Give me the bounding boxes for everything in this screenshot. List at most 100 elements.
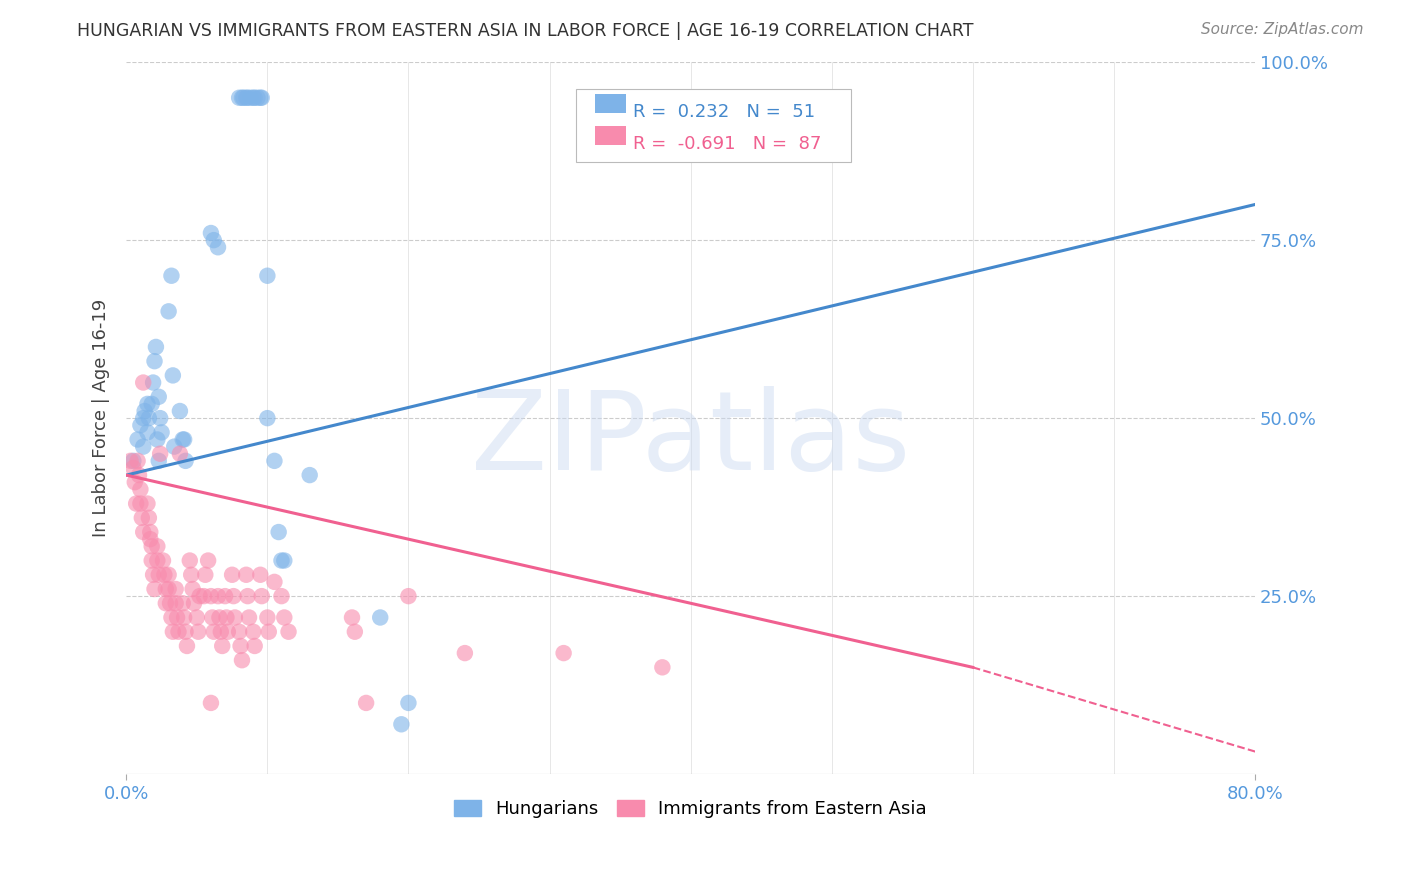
Point [273, 553, 295, 567]
Point [267, 524, 290, 539]
Point [127, 454, 149, 468]
Point [124, 475, 146, 490]
Point [155, 582, 177, 596]
Point [136, 425, 159, 440]
Point [221, 567, 243, 582]
Point [157, 582, 180, 596]
Point [236, 91, 259, 105]
Point [162, 624, 184, 639]
Point [249, 91, 271, 105]
Point [132, 524, 155, 539]
Point [134, 404, 156, 418]
Point [152, 553, 174, 567]
Point [222, 589, 245, 603]
Point [239, 91, 262, 105]
Point [243, 639, 266, 653]
Point [214, 589, 236, 603]
Point [181, 582, 204, 596]
Point [201, 610, 224, 624]
Point [163, 440, 186, 454]
Point [172, 433, 194, 447]
Point [368, 610, 391, 624]
Point [207, 240, 229, 254]
Point [187, 624, 209, 639]
Point [277, 624, 299, 639]
Point [208, 610, 231, 624]
Point [343, 624, 366, 639]
Point [141, 397, 163, 411]
Point [270, 589, 292, 603]
Point [256, 268, 278, 283]
Point [153, 567, 176, 582]
Point [160, 610, 183, 624]
Point [159, 596, 181, 610]
Point [235, 567, 257, 582]
Legend: Hungarians, Immigrants from Eastern Asia: Hungarians, Immigrants from Eastern Asia [447, 793, 935, 826]
Point [454, 646, 477, 660]
Point [232, 91, 254, 105]
Point [146, 539, 169, 553]
Point [231, 91, 253, 105]
Point [148, 390, 170, 404]
Text: R =  -0.691   N =  87: R = -0.691 N = 87 [633, 135, 821, 153]
Point [651, 91, 673, 105]
Point [148, 454, 170, 468]
Point [207, 589, 229, 603]
Text: Source: ZipAtlas.com: Source: ZipAtlas.com [1201, 22, 1364, 37]
Point [157, 304, 180, 318]
Point [180, 567, 202, 582]
Point [270, 553, 292, 567]
Point [165, 582, 187, 596]
Point [142, 376, 165, 390]
Point [166, 610, 188, 624]
Point [257, 624, 280, 639]
Point [167, 624, 190, 639]
Point [209, 624, 232, 639]
Point [128, 468, 150, 483]
Point [238, 610, 260, 624]
Y-axis label: In Labor Force | Age 16-19: In Labor Force | Age 16-19 [93, 299, 110, 537]
Point [398, 696, 420, 710]
Point [186, 610, 208, 624]
Point [132, 376, 155, 390]
Point [228, 624, 250, 639]
Point [229, 639, 252, 653]
Point [256, 610, 278, 624]
Point [120, 454, 142, 468]
Point [398, 589, 420, 603]
Point [215, 610, 238, 624]
Point [146, 433, 169, 447]
Point [217, 624, 239, 639]
Point [354, 696, 377, 710]
Point [169, 404, 191, 418]
Point [122, 461, 145, 475]
Point [143, 354, 166, 368]
Point [228, 91, 250, 105]
Point [131, 511, 153, 525]
Point [236, 589, 259, 603]
Point [165, 596, 187, 610]
Point [263, 574, 285, 589]
Point [273, 610, 295, 624]
Point [553, 646, 575, 660]
Point [173, 433, 195, 447]
Point [146, 553, 169, 567]
Point [155, 596, 177, 610]
Point [242, 624, 264, 639]
Point [179, 553, 201, 567]
Point [127, 433, 149, 447]
Point [160, 268, 183, 283]
Point [129, 483, 152, 497]
Point [200, 226, 222, 240]
Point [211, 639, 233, 653]
Point [235, 91, 257, 105]
Text: ZIPatlas: ZIPatlas [471, 386, 910, 493]
Point [157, 567, 180, 582]
Point [389, 717, 412, 731]
Point [174, 624, 197, 639]
Point [150, 425, 173, 440]
Point [176, 639, 198, 653]
Point [136, 397, 159, 411]
Point [143, 582, 166, 596]
Point [250, 91, 273, 105]
